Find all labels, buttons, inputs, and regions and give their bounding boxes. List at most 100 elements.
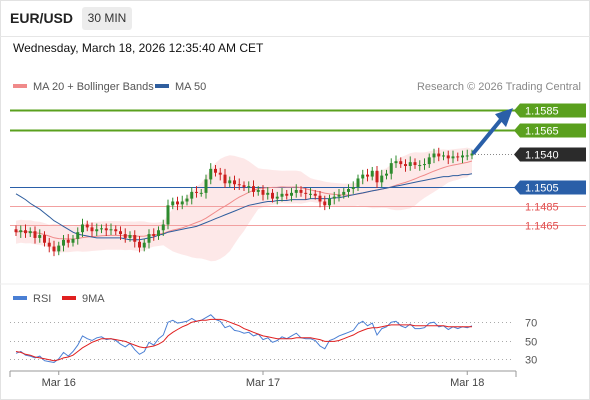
candle-body bbox=[451, 156, 455, 159]
rsi-legend-label: RSI bbox=[33, 293, 51, 305]
level-tag-2 bbox=[514, 147, 586, 162]
candle-body bbox=[161, 224, 165, 231]
candle-body bbox=[470, 153, 474, 156]
candle-body bbox=[204, 179, 208, 193]
candle-body bbox=[71, 238, 75, 243]
candle-body bbox=[190, 191, 194, 199]
candle-body bbox=[437, 153, 441, 157]
candle-body bbox=[247, 186, 251, 188]
candle-body bbox=[290, 192, 293, 196]
level-label-2: 1.1540 bbox=[525, 150, 559, 162]
candle-body bbox=[318, 195, 322, 202]
candle-body bbox=[266, 192, 270, 195]
candle-body bbox=[147, 234, 151, 243]
candle-body bbox=[109, 229, 113, 231]
candle-body bbox=[114, 229, 118, 232]
candle-body bbox=[432, 153, 436, 158]
candle-body bbox=[81, 224, 84, 233]
candle-body bbox=[256, 189, 260, 192]
candle-body bbox=[356, 178, 360, 188]
rsi-tick-label-0: 70 bbox=[525, 318, 537, 330]
candle-body bbox=[328, 198, 331, 206]
candle-body bbox=[76, 232, 80, 239]
timeframe-button[interactable]: 30 MIN bbox=[82, 7, 132, 30]
candle-body bbox=[252, 186, 255, 192]
candle-body bbox=[242, 185, 246, 188]
level-label-5: 1.1465 bbox=[525, 221, 559, 233]
credit-label: Research © 2026 Trading Central bbox=[417, 81, 581, 93]
ma50-line bbox=[15, 173, 473, 241]
candle-body bbox=[332, 196, 336, 199]
candle-body bbox=[228, 180, 232, 184]
level-label-3: 1.1505 bbox=[525, 183, 559, 195]
candle-body bbox=[38, 235, 42, 238]
candle-body bbox=[275, 196, 279, 199]
candle-body bbox=[95, 229, 99, 232]
rsi-ma9-line bbox=[15, 318, 472, 362]
candle-body bbox=[214, 168, 217, 173]
candle-body bbox=[271, 192, 274, 199]
candle-body bbox=[33, 231, 37, 238]
candle-body bbox=[138, 241, 141, 248]
level-tags: 1.1585 1.1565 1.1540 1.1505 1.1485 1.1465 bbox=[514, 103, 586, 233]
candle-body bbox=[261, 189, 265, 195]
candle-body bbox=[133, 235, 137, 242]
level-label-0: 1.1585 bbox=[525, 106, 559, 118]
candle-body bbox=[209, 168, 213, 180]
candle-body bbox=[347, 189, 350, 192]
chart-header: EUR/USD 30 MIN bbox=[0, 0, 590, 36]
candle-body bbox=[223, 174, 227, 184]
level-tag-0 bbox=[514, 103, 586, 118]
candle-body bbox=[90, 227, 94, 232]
candle-body bbox=[142, 242, 146, 248]
candle-body bbox=[404, 164, 407, 167]
candle-body bbox=[442, 155, 445, 157]
candle-body bbox=[19, 230, 23, 233]
candle-body bbox=[47, 242, 51, 247]
candle-body bbox=[157, 230, 160, 237]
x-axis-labels: Mar 16 Mar 17 Mar 18 bbox=[42, 371, 484, 389]
candle-body bbox=[85, 224, 89, 228]
rsi-tick-label-2: 30 bbox=[525, 355, 537, 367]
candle-body bbox=[152, 234, 156, 237]
level-label-4: 1.1485 bbox=[525, 202, 559, 214]
candle-body bbox=[28, 231, 32, 234]
candle-body bbox=[218, 172, 222, 175]
candle-body bbox=[195, 191, 198, 193]
candle-body bbox=[389, 163, 393, 174]
level-label-1: 1.1565 bbox=[525, 126, 559, 138]
candle-body bbox=[280, 193, 284, 197]
candle-body bbox=[237, 184, 241, 186]
candle-body bbox=[100, 228, 103, 230]
candle-body bbox=[299, 189, 303, 193]
candle-body bbox=[128, 235, 132, 238]
candle-body bbox=[171, 201, 175, 206]
datetime-label: Wednesday, March 18, 2026 12:35:40 AM CE… bbox=[13, 41, 264, 55]
candle-body bbox=[361, 174, 365, 179]
candle-body bbox=[423, 164, 426, 166]
candle-body bbox=[199, 192, 203, 194]
rsi-legend-swatch bbox=[13, 296, 27, 300]
candle-body bbox=[309, 193, 312, 195]
candle-body bbox=[408, 162, 412, 167]
ma50-legend-swatch bbox=[155, 84, 169, 88]
projection-arrow bbox=[472, 108, 513, 155]
bollinger-band bbox=[16, 147, 472, 262]
candle-body bbox=[366, 174, 369, 177]
candle-body bbox=[166, 205, 170, 225]
x-tick-label-2: Mar 18 bbox=[450, 377, 484, 389]
candle-body bbox=[43, 235, 46, 243]
candle-body bbox=[66, 239, 70, 243]
candle-body bbox=[385, 173, 388, 176]
ma9-legend-swatch bbox=[62, 296, 76, 300]
candle-body bbox=[62, 239, 65, 246]
candle-body bbox=[413, 162, 417, 166]
candle-body bbox=[370, 170, 374, 177]
x-tick-label-1: Mar 17 bbox=[246, 377, 280, 389]
level-tag-1 bbox=[514, 123, 586, 138]
candles bbox=[14, 147, 474, 257]
candle-body bbox=[294, 189, 298, 193]
candle-body bbox=[418, 165, 422, 167]
candle-body bbox=[14, 229, 18, 233]
